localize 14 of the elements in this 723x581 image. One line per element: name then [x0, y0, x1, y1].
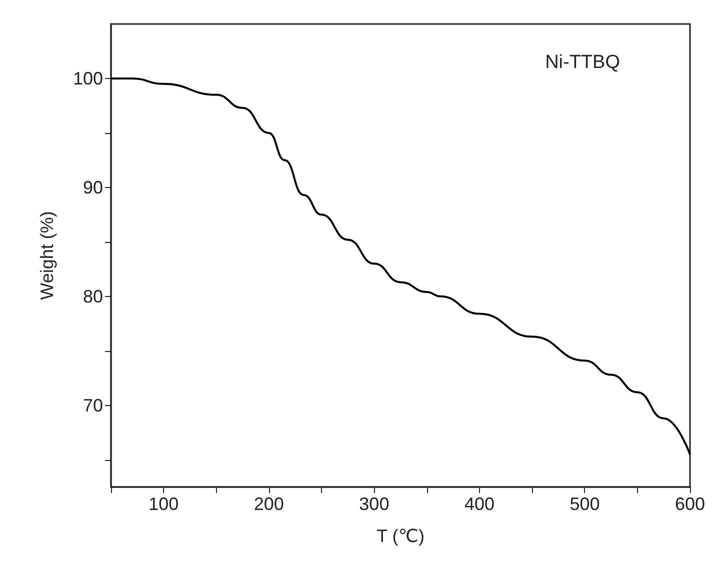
x-tick-label: 200: [254, 494, 284, 514]
x-tick-label: 100: [148, 494, 179, 514]
line-series: [110, 77, 691, 456]
x-tick-label: 300: [359, 494, 390, 514]
y-tick-label: 70: [82, 395, 103, 416]
x-tick-label: 500: [570, 494, 600, 514]
y-axis-title: Weight (%): [37, 211, 57, 300]
x-tick-label: 600: [674, 494, 706, 514]
y-tick-label: 80: [82, 286, 103, 306]
y-tick-label: 100: [72, 68, 103, 88]
annotation: Ni-TTBQ: [545, 52, 620, 73]
x-axis-title: T (℃): [376, 526, 424, 546]
y-tick-label: 90: [82, 177, 103, 198]
x-tick-label: 400: [464, 494, 494, 514]
